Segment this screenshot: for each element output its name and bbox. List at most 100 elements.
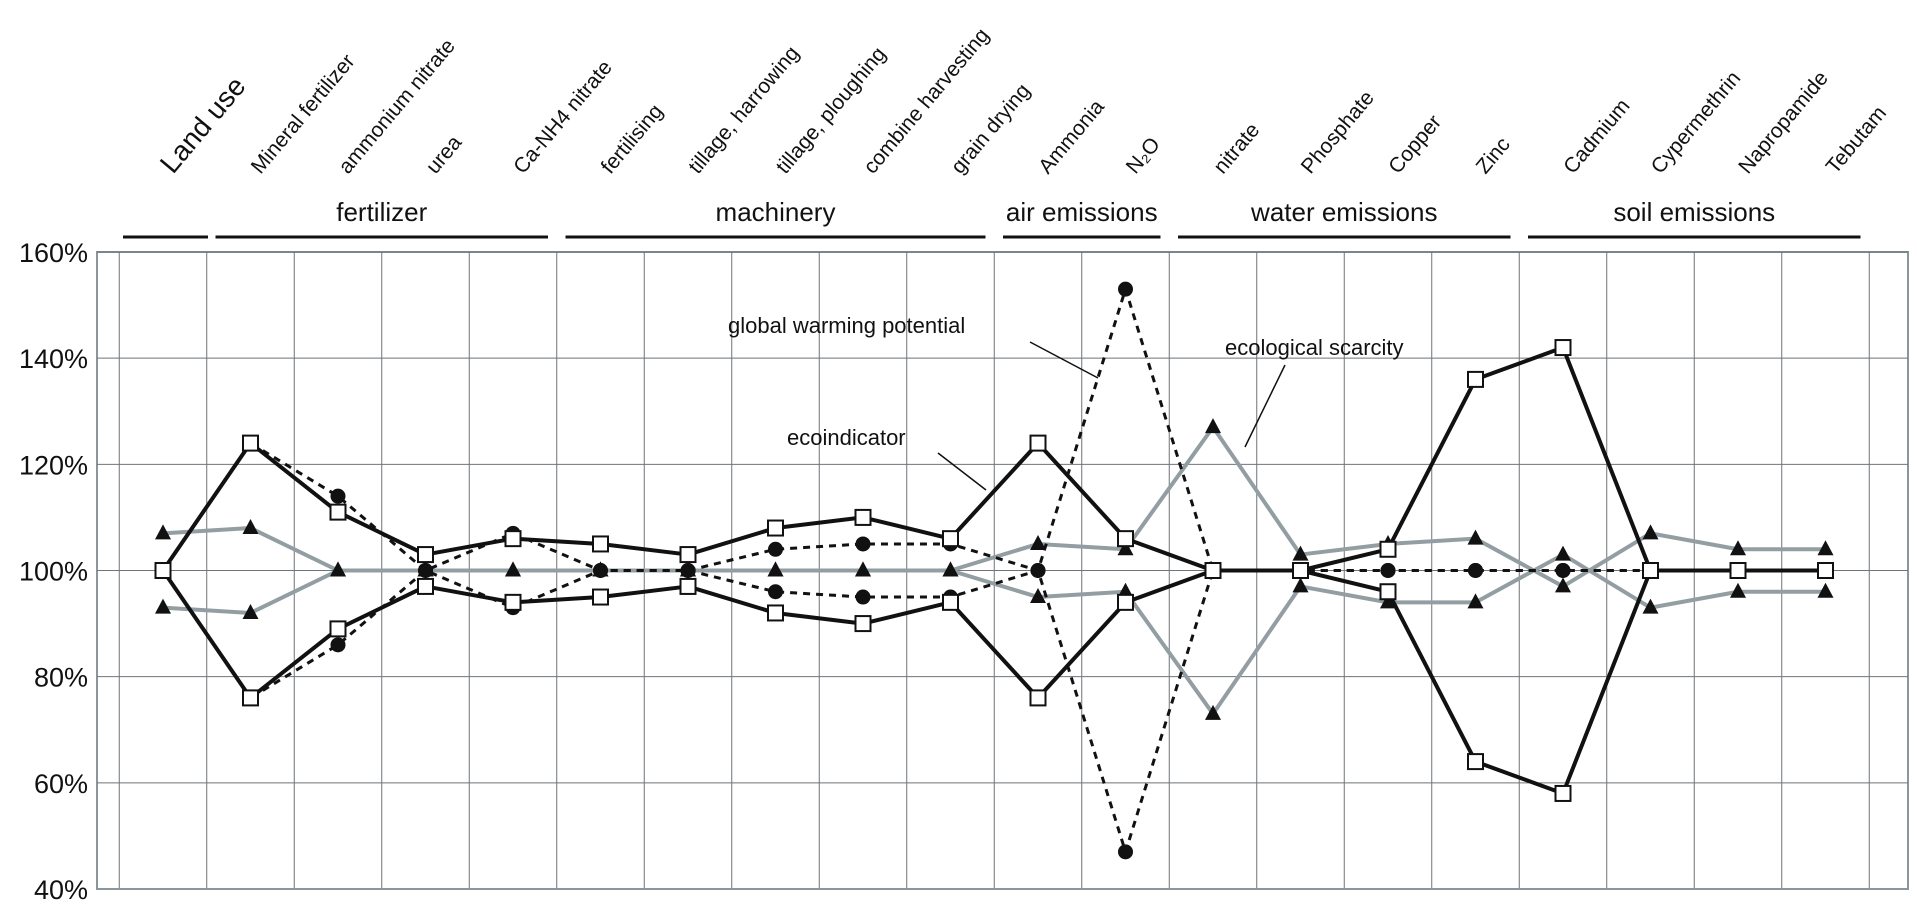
series-line-ecoindicator-upper [161,345,1826,573]
ecoindicator-marker-lower [1204,562,1222,579]
ecoindicator-marker-upper [592,535,609,553]
ecoindicator-marker-lower [592,588,609,606]
ecoindicator-marker-upper [1554,339,1572,357]
ecoindicator-marker-lower [504,593,522,611]
ecological-scarcity-marker-upper [1030,534,1046,550]
ecoindicator-marker-upper [1467,370,1484,388]
series-line-ecological-scarcity-lower [162,552,1826,716]
category-groups: fertilizer machinery air emissions water em… [123,197,1861,239]
category-label-grain-drying: grain drying [947,79,1035,178]
ecoindicator-marker-upper [1029,434,1047,452]
ecoindicator-marker-lower [1117,593,1134,611]
ecoindicator-marker-lower [1554,784,1572,802]
ecoindicator-marker-lower [242,689,259,707]
category-label-tebutam: Tebutam [1822,102,1891,178]
ecoindicator-marker-upper [854,508,872,526]
ecological-scarcity-marker-upper [1205,418,1221,434]
ecological-scarcity-marker-upper [1730,540,1746,556]
ecoindicator-marker-lower [1029,689,1047,707]
annotation-ecological-scarcity: ecological scarcity [1225,335,1404,360]
series-line-global-warming-potential-lower [161,569,1826,854]
category-label-cypermethrin: Cypermethrin [1647,67,1746,178]
category-label-land-use: Land use [154,71,252,179]
category-label-urea: urea [422,131,467,178]
group-label-water-emissions: water emissions [1250,197,1437,227]
ecological-scarcity-marker-lower [1730,582,1746,598]
ecoindicator-marker-lower [154,562,172,579]
ecological-scarcity-marker-upper [242,519,259,535]
annotation-ecoindicator: ecoindicator [787,425,906,450]
category-label-napropamide: Napropamide [1734,67,1833,178]
ecological-scarcity-marker-upper [1817,540,1834,556]
ecoindicator-marker-lower [942,593,959,611]
ecological-scarcity-marker-lower [1205,704,1221,720]
global-warming-potential-marker-upper [768,541,783,557]
y-tick-label: 40% [34,875,88,905]
ecoindicator-marker-lower [1467,753,1484,771]
ecological-scarcity-marker-lower [330,561,346,577]
ecological-scarcity-marker-upper [1555,577,1571,593]
ecoindicator-marker-lower [417,577,434,595]
y-axis-ticks: 40% 60% 80% 100% 120% 140% 160% [19,238,88,905]
global-warming-potential-marker-upper [1118,281,1133,297]
group-label-soil-emissions: soil emissions [1613,197,1775,227]
global-warming-potential-marker-lower [1118,844,1133,860]
annotation-global-warming-potential: global warming potential [728,313,965,338]
ecoindicator-marker-lower [767,604,784,622]
annotation-leader-ecological-scarcity [1244,364,1286,448]
ecological-scarcity-marker-lower [855,561,871,577]
category-label-ammonia: Ammonia [1034,95,1109,178]
ecoindicator-marker-upper [504,530,522,548]
global-warming-potential-marker-upper [330,488,346,504]
global-warming-potential-marker-lower [330,637,346,653]
ecological-scarcity-marker-lower [1030,588,1046,604]
category-label-nitrate: nitrate [1209,119,1264,179]
ecological-scarcity-marker-lower [1467,593,1484,609]
global-warming-potential-marker-lower [768,584,783,600]
series-markers [154,281,1834,860]
category-label-cadmium: Cadmium [1559,95,1634,179]
group-label-air-emissions: air emissions [1006,197,1158,227]
y-tick-label: 160% [19,238,88,268]
category-label-zinc: Zinc [1472,133,1515,178]
global-warming-potential-marker-lower [1030,563,1046,578]
ecoindicator-marker-upper [242,434,259,452]
y-tick-label: 80% [34,663,88,693]
ecological-scarcity-marker-upper [1467,529,1484,545]
ecoindicator-marker-upper [767,519,784,537]
ecological-scarcity-marker-lower [155,598,171,614]
ecological-scarcity-marker-lower [242,603,259,619]
ecoindicator-marker-lower [1729,562,1747,579]
global-warming-potential-marker-upper [855,536,871,552]
ecoindicator-marker-lower [854,615,872,633]
ecological-scarcity-marker-upper [155,524,171,540]
ecoindicator-marker-lower [679,577,697,595]
global-warming-potential-marker-lower [418,563,433,578]
annotation-leader-ecoindicator [937,452,987,491]
ecological-scarcity-marker-lower [767,561,784,577]
annotation-leader-global-warming-potential [1029,341,1099,379]
category-label-n2o: N₂O [1122,133,1165,178]
ecological-scarcity-marker-lower [1380,593,1396,609]
y-tick-label: 120% [19,450,88,480]
ecological-scarcity-marker-lower [1817,582,1834,598]
ecoindicator-marker-lower [1379,583,1397,601]
category-label-phosphate: Phosphate [1297,87,1379,179]
y-tick-label: 60% [34,769,88,799]
global-warming-potential-marker-lower [680,563,696,578]
global-warming-potential-marker-lower [1380,563,1396,578]
ecological-scarcity-marker-lower [1555,545,1571,561]
ecological-scarcity-marker-lower [942,561,959,577]
ecological-scarcity-marker-upper [1117,540,1134,556]
series-lines [161,287,1826,854]
category-label-fertilising: fertilising [597,100,668,178]
group-label-fertilizer: fertilizer [336,197,427,227]
ecoindicator-marker-upper [417,546,434,564]
category-label-copper: Copper [1384,111,1446,179]
ecoindicator-marker-upper [1117,530,1134,548]
y-tick-label: 100% [19,557,88,587]
ecological-scarcity-marker-lower [505,561,521,577]
global-warming-potential-marker-lower [855,589,871,605]
global-warming-potential-marker-lower [1555,563,1571,578]
